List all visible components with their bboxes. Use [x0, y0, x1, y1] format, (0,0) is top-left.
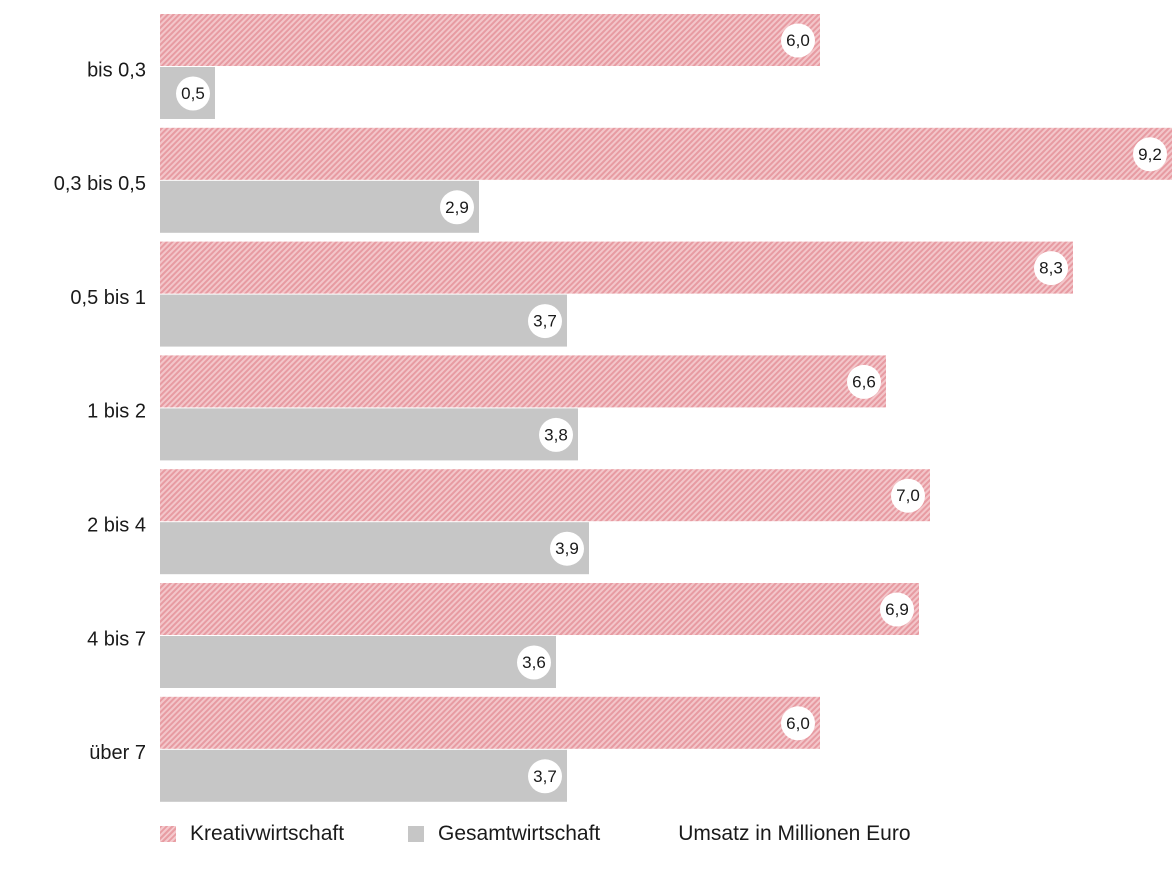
bar-kreativwirtschaft [160, 469, 930, 522]
category-label: über 7 [89, 742, 146, 764]
bar-kreativwirtschaft [160, 583, 919, 635]
legend-label-gesamtwirtschaft: Gesamtwirtschaft [438, 822, 601, 845]
unit-note: Umsatz in Millionen Euro [678, 822, 911, 845]
value-badge [440, 190, 474, 225]
legend-item-gesamtwirtschaft: Gesamtwirtschaft [408, 822, 600, 846]
value-badge [528, 759, 562, 794]
bar-kreativwirtschaft [160, 14, 820, 66]
value-badge [880, 592, 914, 627]
data-label: 6,0 [786, 714, 810, 733]
bar-chart: bis 0,3 6,0 0,5 0,3 bis 0,5 9,2 2,9 0,5 bis 1 8… [54, 14, 1172, 802]
data-label: 0,5 [181, 84, 205, 103]
bar-kreativwirtschaft [160, 127, 1172, 180]
value-badge [891, 478, 925, 513]
data-label: 8,3 [1039, 259, 1063, 278]
bar-gesamtwirtschaft [160, 180, 479, 233]
data-label: 3,8 [544, 425, 568, 444]
legend-label-kreativwirtschaft: Kreativwirtschaft [190, 822, 345, 845]
data-label: 6,0 [786, 31, 810, 50]
data-label: 2,9 [445, 198, 469, 217]
category-label: bis 0,3 [87, 59, 146, 81]
chart-canvas: bis 0,3 6,0 0,5 0,3 bis 0,5 9,2 2,9 0,5 bis 1 8… [54, 14, 1172, 802]
data-label: 6,6 [852, 372, 876, 391]
value-badge [1133, 137, 1167, 172]
bar-gesamtwirtschaft [160, 749, 567, 802]
legend: Kreativwirtschaft Gesamtwirtschaft Umsat… [160, 818, 911, 850]
value-badge [781, 706, 815, 741]
bar-kreativwirtschaft [160, 355, 886, 408]
bar-kreativwirtschaft [160, 241, 1073, 294]
value-badge [176, 76, 210, 111]
legend-item-kreativwirtschaft: Kreativwirtschaft [160, 822, 344, 846]
category-label: 0,3 bis 0,5 [54, 173, 146, 195]
data-label: 9,2 [1138, 145, 1162, 164]
bar-gesamtwirtschaft [160, 408, 578, 461]
bar-gesamtwirtschaft [160, 522, 589, 575]
value-badge [1034, 251, 1068, 286]
category-label: 0,5 bis 1 [70, 287, 146, 309]
value-badge [517, 645, 551, 680]
category-label: 2 bis 4 [87, 514, 146, 536]
legend-swatch-kreativwirtschaft [160, 826, 176, 842]
value-badge [847, 364, 881, 399]
value-badge [550, 531, 584, 566]
bars-layer: bis 0,3 6,0 0,5 0,3 bis 0,5 9,2 2,9 0,5 bis 1 8… [54, 14, 1172, 802]
data-label: 3,6 [522, 653, 546, 672]
bar-gesamtwirtschaft [160, 294, 567, 347]
category-label: 1 bis 2 [87, 401, 146, 423]
data-label: 3,7 [533, 767, 557, 786]
value-badge [781, 23, 815, 58]
legend-swatch-gesamtwirtschaft [408, 826, 425, 842]
bar-gesamtwirtschaft [160, 636, 556, 688]
value-badge [528, 304, 562, 339]
data-label: 7,0 [896, 486, 920, 505]
data-label: 6,9 [885, 600, 909, 619]
bar-kreativwirtschaft [160, 696, 820, 749]
category-label: 4 bis 7 [87, 628, 146, 650]
value-badge [539, 417, 573, 452]
data-label: 3,9 [555, 539, 579, 558]
data-label: 3,7 [533, 312, 557, 331]
